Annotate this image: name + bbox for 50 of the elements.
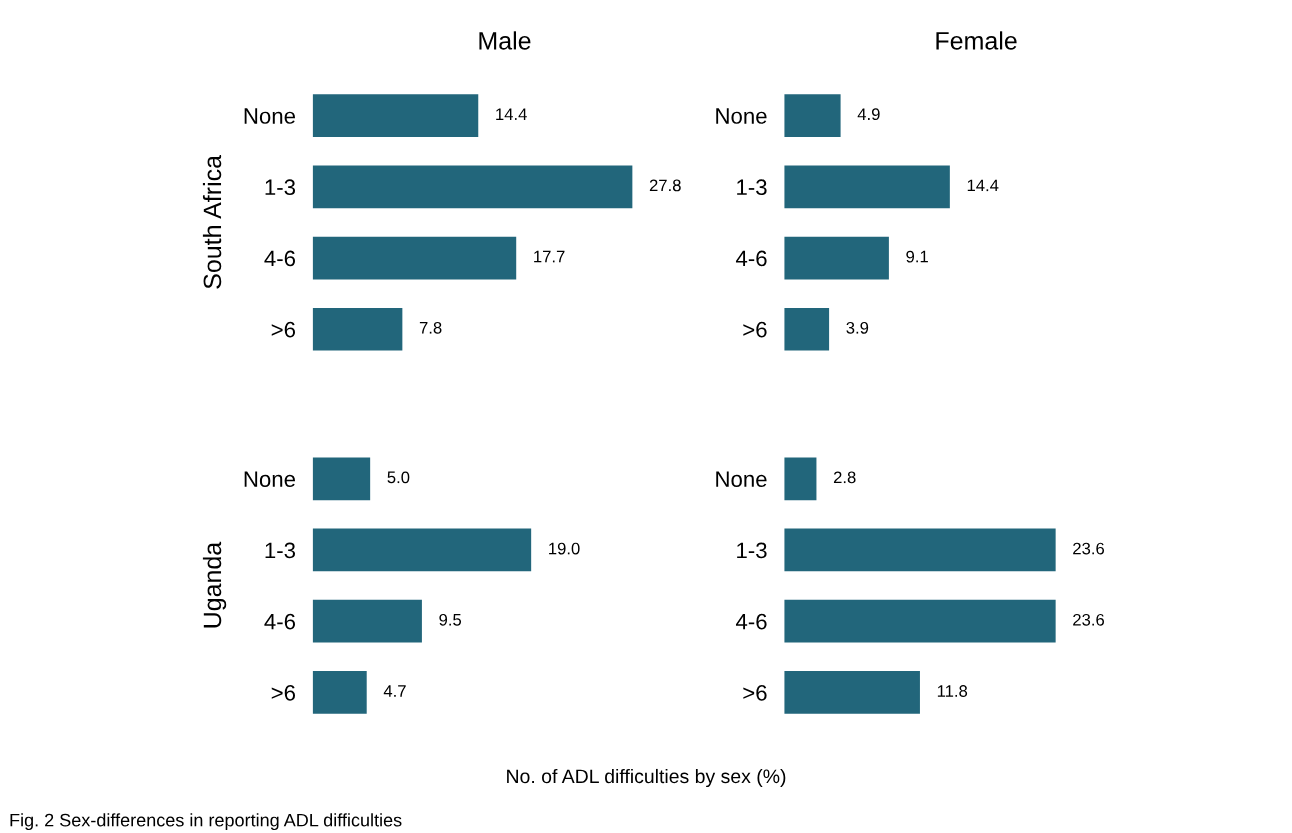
bar bbox=[784, 236, 889, 280]
data-label: 27.8 bbox=[649, 179, 681, 192]
data-label: 4.9 bbox=[857, 108, 880, 121]
y-axis-title: South Africa bbox=[202, 155, 222, 289]
bar bbox=[312, 599, 422, 643]
data-label: 7.8 bbox=[419, 321, 442, 334]
data-label: 2.8 bbox=[833, 471, 856, 484]
data-label: 5.0 bbox=[387, 471, 410, 484]
y-axis-title: Uganda bbox=[202, 541, 227, 628]
data-label: 3.9 bbox=[846, 321, 869, 334]
y-tick-label: 4-6 bbox=[264, 613, 296, 630]
bar bbox=[784, 165, 950, 209]
data-label: 14.4 bbox=[967, 179, 999, 192]
data-label: 14.4 bbox=[496, 108, 527, 120]
bar bbox=[312, 236, 517, 280]
data-label: 9.5 bbox=[439, 613, 462, 626]
y-tick-label: None bbox=[244, 471, 296, 488]
data-label: 19.0 bbox=[549, 542, 580, 555]
data-label: 4.7 bbox=[383, 685, 406, 697]
y-tick-label: None bbox=[716, 108, 767, 124]
chart-title: Male bbox=[479, 31, 531, 50]
y-tick-label: 1-3 bbox=[265, 179, 296, 196]
y-tick-label: 4-6 bbox=[735, 613, 767, 630]
bar bbox=[784, 94, 841, 137]
data-label: 23.6 bbox=[1073, 542, 1105, 555]
data-label: 9.1 bbox=[906, 250, 928, 263]
data-label: 23.6 bbox=[1073, 613, 1105, 626]
bar bbox=[312, 307, 403, 351]
data-label: 11.8 bbox=[937, 685, 968, 697]
chart-title: Female bbox=[936, 31, 1017, 50]
bar bbox=[312, 165, 633, 209]
y-tick-label: 4-6 bbox=[735, 250, 767, 267]
bar bbox=[312, 528, 532, 572]
y-tick-label: >6 bbox=[271, 684, 296, 701]
bar bbox=[312, 94, 479, 137]
y-tick-label: >6 bbox=[271, 321, 296, 338]
data-label: 17.7 bbox=[534, 250, 565, 263]
y-tick-label: >6 bbox=[743, 684, 767, 701]
y-tick-label: None bbox=[244, 108, 296, 124]
bar bbox=[312, 457, 371, 501]
y-tick-label: 1-3 bbox=[737, 179, 767, 196]
y-tick-label: >6 bbox=[743, 321, 767, 338]
y-tick-label: 4-6 bbox=[264, 250, 296, 267]
bar bbox=[312, 671, 367, 714]
y-tick-label: None bbox=[716, 471, 767, 488]
text: No. of ADL difficulties by sex (%) bbox=[507, 768, 786, 788]
caption: Fig. 2 Sex-differences in reporting ADL difficulties bbox=[10, 813, 402, 831]
y-tick-label: 1-3 bbox=[265, 542, 296, 559]
y-tick-label: 1-3 bbox=[737, 542, 767, 559]
bar bbox=[784, 307, 830, 351]
